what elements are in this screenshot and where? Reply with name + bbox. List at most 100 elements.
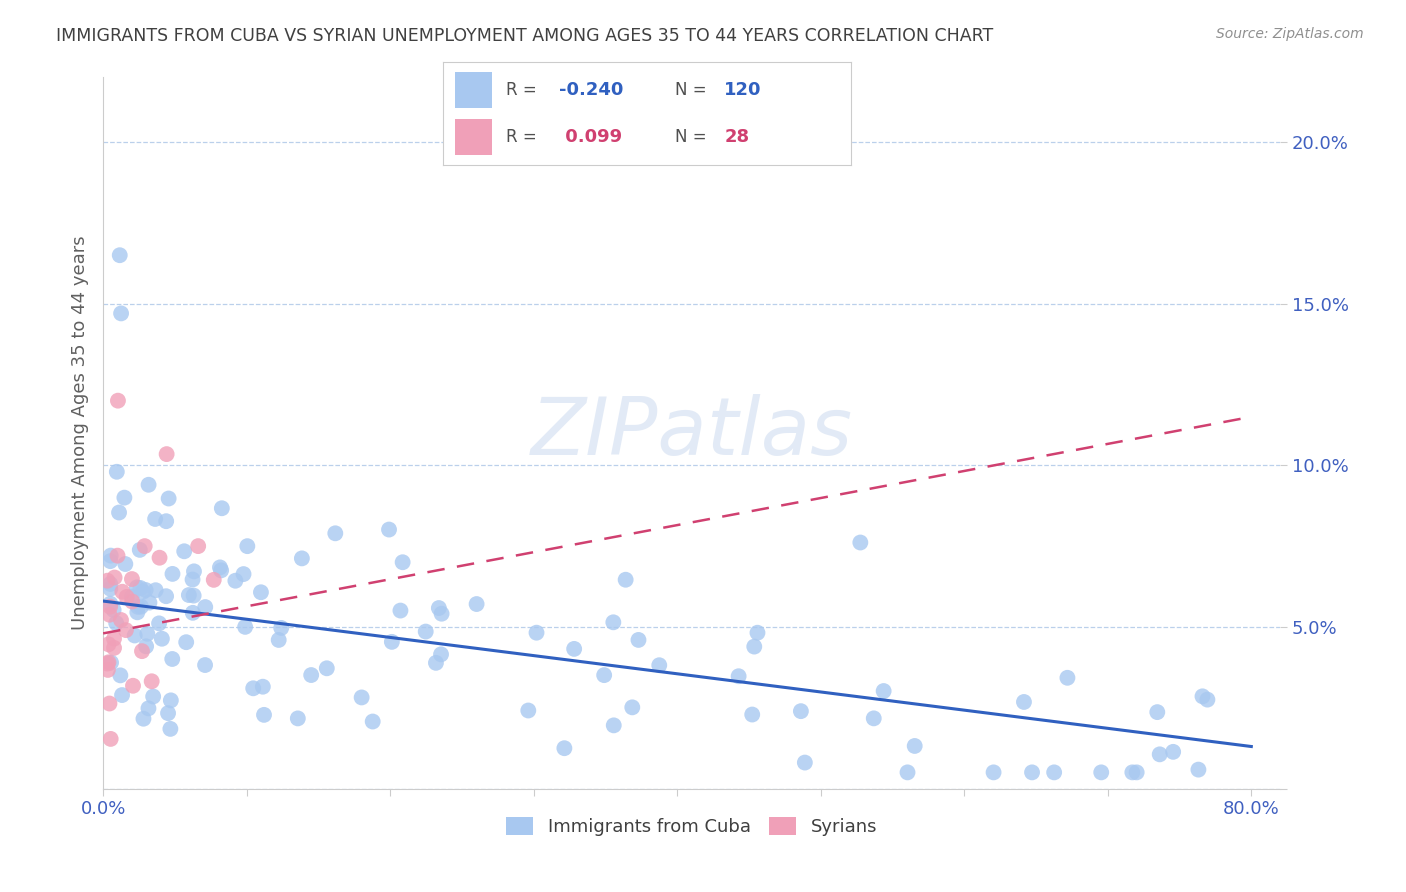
Immigrants from Cuba: [132, 712, 155, 726]
Immigrants from Cuba: [747, 625, 769, 640]
Immigrants from Cuba: [181, 606, 204, 620]
Syrians: [97, 655, 120, 669]
Syrians: [103, 640, 125, 655]
Syrians: [98, 697, 121, 711]
Immigrants from Cuba: [741, 707, 763, 722]
Immigrants from Cuba: [183, 565, 205, 579]
Syrians: [107, 549, 129, 563]
Immigrants from Cuba: [1197, 692, 1219, 706]
Immigrants from Cuba: [162, 566, 184, 581]
Syrians: [202, 573, 225, 587]
Immigrants from Cuba: [148, 616, 170, 631]
Immigrants from Cuba: [128, 542, 150, 557]
Syrians: [103, 570, 125, 584]
Immigrants from Cuba: [1121, 765, 1143, 780]
Immigrants from Cuba: [1125, 765, 1147, 780]
Text: IMMIGRANTS FROM CUBA VS SYRIAN UNEMPLOYMENT AMONG AGES 35 TO 44 YEARS CORRELATIO: IMMIGRANTS FROM CUBA VS SYRIAN UNEMPLOYM…: [56, 27, 994, 45]
Immigrants from Cuba: [127, 599, 149, 614]
Immigrants from Cuba: [427, 601, 450, 615]
Immigrants from Cuba: [125, 581, 148, 595]
Immigrants from Cuba: [430, 648, 453, 662]
Y-axis label: Unemployment Among Ages 35 to 44 years: Unemployment Among Ages 35 to 44 years: [72, 235, 89, 631]
Text: R =: R =: [506, 80, 537, 99]
Immigrants from Cuba: [553, 741, 575, 756]
Immigrants from Cuba: [129, 599, 152, 614]
Immigrants from Cuba: [103, 603, 125, 617]
Immigrants from Cuba: [150, 632, 173, 646]
Immigrants from Cuba: [159, 722, 181, 736]
Text: Source: ZipAtlas.com: Source: ZipAtlas.com: [1216, 27, 1364, 41]
Immigrants from Cuba: [1090, 765, 1112, 780]
Immigrants from Cuba: [627, 632, 650, 647]
Immigrants from Cuba: [155, 589, 177, 603]
Syrians: [115, 623, 138, 637]
Immigrants from Cuba: [138, 596, 160, 610]
Text: 28: 28: [724, 128, 749, 145]
Immigrants from Cuba: [209, 563, 232, 577]
Immigrants from Cuba: [593, 668, 616, 682]
Immigrants from Cuba: [323, 526, 346, 541]
Immigrants from Cuba: [111, 688, 134, 702]
Immigrants from Cuba: [430, 607, 453, 621]
Immigrants from Cuba: [194, 600, 217, 615]
Immigrants from Cuba: [138, 477, 160, 491]
Syrians: [122, 679, 145, 693]
Immigrants from Cuba: [742, 640, 765, 654]
Immigrants from Cuba: [183, 589, 205, 603]
Immigrants from Cuba: [291, 551, 314, 566]
Immigrants from Cuba: [1187, 763, 1209, 777]
Immigrants from Cuba: [602, 615, 624, 630]
Syrians: [98, 599, 121, 614]
Immigrants from Cuba: [1021, 765, 1043, 780]
Immigrants from Cuba: [100, 656, 122, 670]
Immigrants from Cuba: [132, 584, 155, 599]
Immigrants from Cuba: [108, 506, 131, 520]
Immigrants from Cuba: [381, 635, 404, 649]
Immigrants from Cuba: [315, 661, 337, 675]
Immigrants from Cuba: [129, 581, 152, 595]
Text: 120: 120: [724, 80, 762, 99]
Syrians: [141, 674, 163, 689]
Immigrants from Cuba: [1012, 695, 1035, 709]
Immigrants from Cuba: [105, 465, 128, 479]
Immigrants from Cuba: [287, 711, 309, 725]
Immigrants from Cuba: [1043, 765, 1066, 780]
Immigrants from Cuba: [208, 560, 231, 574]
Immigrants from Cuba: [1056, 671, 1078, 685]
Syrians: [97, 637, 120, 651]
Immigrants from Cuba: [250, 585, 273, 599]
Immigrants from Cuba: [1149, 747, 1171, 762]
Immigrants from Cuba: [415, 624, 437, 639]
Immigrants from Cuba: [98, 577, 121, 591]
Text: -0.240: -0.240: [560, 80, 623, 99]
Syrians: [148, 550, 170, 565]
Immigrants from Cuba: [157, 491, 180, 506]
Immigrants from Cuba: [114, 557, 136, 571]
Bar: [456, 71, 492, 108]
Immigrants from Cuba: [1191, 690, 1213, 704]
Immigrants from Cuba: [105, 616, 128, 631]
Immigrants from Cuba: [790, 704, 813, 718]
Immigrants from Cuba: [108, 248, 131, 262]
Syrians: [156, 447, 179, 461]
Immigrants from Cuba: [142, 690, 165, 704]
Syrians: [103, 632, 125, 646]
Immigrants from Cuba: [143, 512, 166, 526]
Immigrants from Cuba: [378, 523, 401, 537]
Immigrants from Cuba: [849, 535, 872, 549]
Immigrants from Cuba: [100, 549, 122, 563]
Immigrants from Cuba: [127, 605, 149, 619]
Immigrants from Cuba: [603, 718, 626, 732]
Immigrants from Cuba: [135, 640, 157, 654]
Syrians: [100, 731, 122, 746]
Immigrants from Cuba: [872, 684, 894, 698]
Immigrants from Cuba: [252, 680, 274, 694]
Immigrants from Cuba: [253, 707, 276, 722]
Immigrants from Cuba: [389, 603, 412, 617]
Syrians: [107, 393, 129, 408]
Immigrants from Cuba: [621, 700, 644, 714]
Immigrants from Cuba: [361, 714, 384, 729]
Immigrants from Cuba: [517, 704, 540, 718]
Immigrants from Cuba: [793, 756, 815, 770]
Immigrants from Cuba: [211, 501, 233, 516]
